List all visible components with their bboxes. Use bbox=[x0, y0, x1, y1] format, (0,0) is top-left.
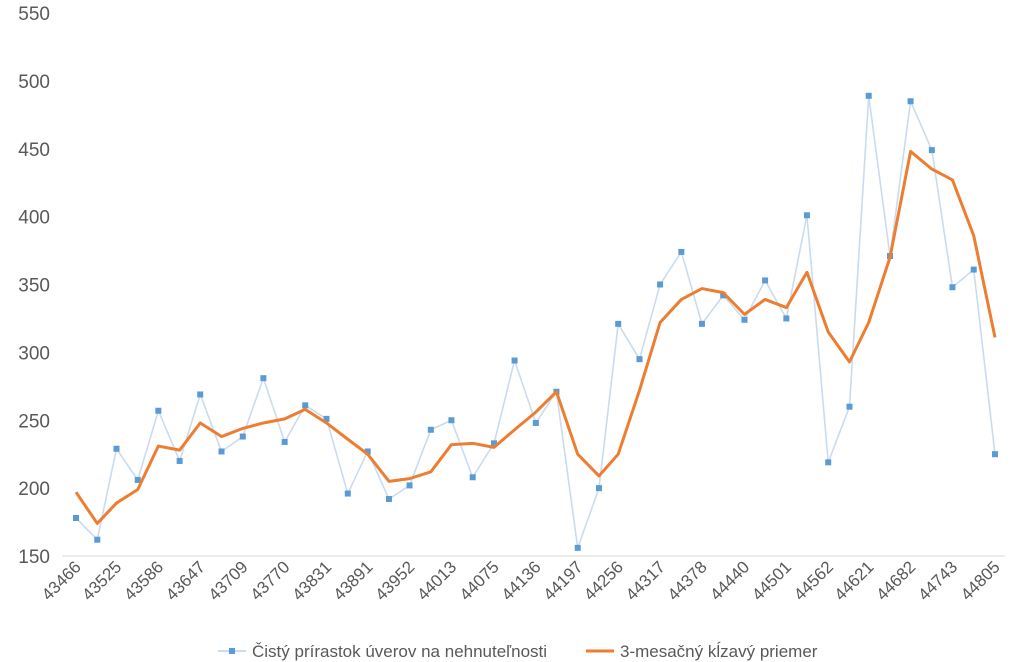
series-1-point bbox=[678, 248, 685, 255]
series-1-point bbox=[113, 445, 120, 452]
x-tick-label: 44743 bbox=[914, 557, 961, 604]
y-tick-label: 350 bbox=[18, 276, 50, 297]
y-tick-label: 150 bbox=[18, 547, 50, 568]
series-1-point bbox=[970, 266, 977, 273]
series-1-point bbox=[197, 391, 204, 398]
legend-label-series-2: 3-mesačný kĺzavý priemer bbox=[620, 642, 818, 661]
y-tick-label: 450 bbox=[18, 140, 50, 161]
series-1-point bbox=[364, 448, 371, 455]
x-tick-label: 44621 bbox=[831, 557, 878, 604]
x-tick-label: 44501 bbox=[748, 557, 795, 604]
y-tick-label: 300 bbox=[18, 343, 50, 364]
legend: Čistý prírastok úverov na nehnuteľnosti … bbox=[218, 642, 818, 661]
series-1-point bbox=[323, 415, 330, 422]
x-tick-label: 44197 bbox=[540, 557, 587, 604]
x-tick-label: 44682 bbox=[873, 557, 920, 604]
series-1-point bbox=[657, 281, 664, 288]
x-axis: 4346643525435864364743709437704383143891… bbox=[38, 557, 1004, 604]
x-tick-label: 44378 bbox=[664, 557, 711, 604]
x-tick-label: 44013 bbox=[413, 557, 460, 604]
x-tick-label: 43831 bbox=[288, 557, 335, 604]
y-tick-label: 250 bbox=[18, 411, 50, 432]
series-1-point bbox=[406, 482, 413, 489]
x-tick-label: 43586 bbox=[120, 557, 167, 604]
series-1-point bbox=[94, 536, 101, 543]
x-tick-label: 44256 bbox=[580, 557, 627, 604]
x-tick-label: 44317 bbox=[622, 557, 669, 604]
series-1-point bbox=[825, 459, 832, 466]
series-1-point bbox=[803, 212, 810, 219]
y-axis: 150 200 250 300 350 400 450 500 550 bbox=[18, 4, 50, 568]
y-tick-label: 550 bbox=[18, 4, 50, 25]
x-tick-label: 44805 bbox=[957, 557, 1004, 604]
x-tick-label: 43770 bbox=[247, 557, 294, 604]
series-1-point bbox=[218, 448, 225, 455]
x-tick-label: 43891 bbox=[330, 557, 377, 604]
series-1-point bbox=[155, 407, 162, 414]
series-1-point bbox=[532, 419, 539, 426]
series-1-point bbox=[239, 433, 246, 440]
series-1-point bbox=[783, 315, 790, 322]
series-1-point bbox=[344, 490, 351, 497]
series-1-point bbox=[865, 92, 872, 99]
y-tick-label: 400 bbox=[18, 208, 50, 229]
x-tick-label: 44440 bbox=[706, 557, 753, 604]
series-1-point bbox=[176, 457, 183, 464]
series-1-point bbox=[615, 320, 622, 327]
series-1-point bbox=[949, 284, 956, 291]
series-1-point bbox=[302, 402, 309, 409]
legend-label-series-1: Čistý prírastok úverov na nehnuteľnosti bbox=[252, 642, 547, 661]
x-tick-label: 43525 bbox=[78, 557, 125, 604]
series-1-point bbox=[741, 316, 748, 323]
series-1-point bbox=[698, 320, 705, 327]
series-1-point bbox=[928, 147, 935, 154]
series-1-point bbox=[281, 438, 288, 445]
series-1-point bbox=[720, 292, 727, 299]
series-1-point bbox=[448, 417, 455, 424]
series-1-point bbox=[574, 544, 581, 551]
series-1-line bbox=[75, 95, 996, 549]
series-1-point bbox=[427, 426, 434, 433]
x-tick-label: 44136 bbox=[498, 557, 545, 604]
x-tick-label: 43709 bbox=[205, 557, 252, 604]
legend-item-series-1: Čistý prírastok úverov na nehnuteľnosti bbox=[218, 642, 547, 661]
plot-area bbox=[73, 92, 998, 551]
series-2-line bbox=[74, 149, 997, 525]
x-tick-label: 44562 bbox=[790, 557, 837, 604]
x-tick-label: 43647 bbox=[162, 557, 209, 604]
legend-item-series-2: 3-mesačný kĺzavý priemer bbox=[586, 642, 818, 661]
y-tick-label: 200 bbox=[18, 479, 50, 500]
series-1-point bbox=[907, 98, 914, 105]
x-tick-label: 43952 bbox=[372, 557, 419, 604]
y-tick-label: 500 bbox=[18, 72, 50, 93]
series-1-point bbox=[73, 514, 79, 521]
series-1-point bbox=[260, 375, 267, 382]
legend-marker-series-1 bbox=[229, 648, 235, 654]
series-1-point bbox=[636, 356, 643, 363]
series-1-point bbox=[762, 277, 769, 284]
series-1-point bbox=[385, 495, 392, 502]
series-1-point bbox=[134, 476, 141, 483]
series-1-point bbox=[595, 485, 602, 492]
series-1-point bbox=[846, 403, 853, 410]
series-1-point bbox=[992, 451, 998, 458]
series-1-point bbox=[490, 440, 497, 447]
series-1-point bbox=[469, 474, 476, 481]
series-1-point bbox=[511, 357, 518, 364]
x-tick-label: 44075 bbox=[456, 557, 503, 604]
